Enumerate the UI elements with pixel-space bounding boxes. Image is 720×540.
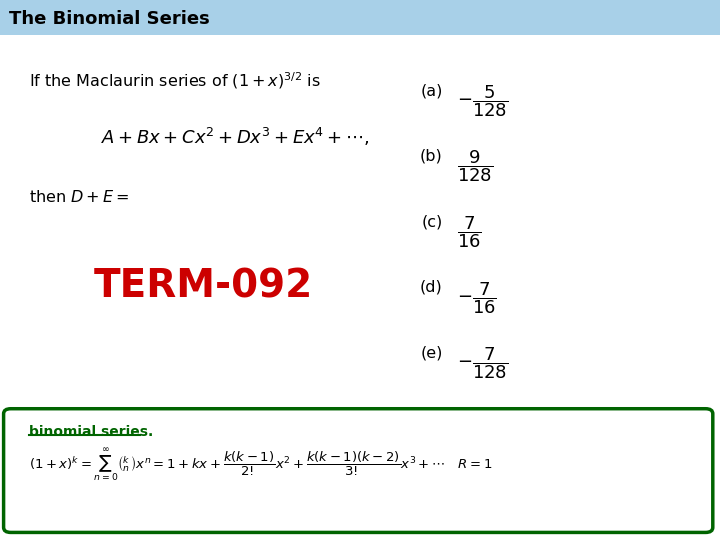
Text: (a): (a) xyxy=(420,83,443,98)
Text: $-\dfrac{5}{128}$: $-\dfrac{5}{128}$ xyxy=(457,83,508,119)
Text: (d): (d) xyxy=(420,280,443,295)
Text: TERM-092: TERM-092 xyxy=(94,267,313,305)
Text: then $D + E =$: then $D + E =$ xyxy=(29,189,129,205)
Text: If the Maclaurin series of $(1+x)^{3/2}$ is: If the Maclaurin series of $(1+x)^{3/2}$… xyxy=(29,70,320,91)
Text: $-\dfrac{7}{128}$: $-\dfrac{7}{128}$ xyxy=(457,346,508,381)
Text: (b): (b) xyxy=(420,148,443,164)
Text: $\dfrac{7}{16}$: $\dfrac{7}{16}$ xyxy=(457,214,482,250)
FancyBboxPatch shape xyxy=(4,409,713,532)
Text: binomial series.: binomial series. xyxy=(29,425,153,439)
Text: $A + Bx + Cx^2 + Dx^3 + Ex^4 + \cdots,$: $A + Bx + Cx^2 + Dx^3 + Ex^4 + \cdots,$ xyxy=(101,126,369,148)
Text: $\dfrac{9}{128}$: $\dfrac{9}{128}$ xyxy=(457,148,493,184)
Text: $-\dfrac{7}{16}$: $-\dfrac{7}{16}$ xyxy=(457,280,498,315)
Text: (e): (e) xyxy=(420,346,443,361)
Text: $(1+x)^k = \sum_{n=0}^{\infty}\binom{k}{n}x^n = 1 + kx + \dfrac{k(k-1)}{2!}x^2 +: $(1+x)^k = \sum_{n=0}^{\infty}\binom{k}{… xyxy=(29,447,492,484)
Text: The Binomial Series: The Binomial Series xyxy=(9,10,210,29)
Text: (c): (c) xyxy=(421,214,443,230)
